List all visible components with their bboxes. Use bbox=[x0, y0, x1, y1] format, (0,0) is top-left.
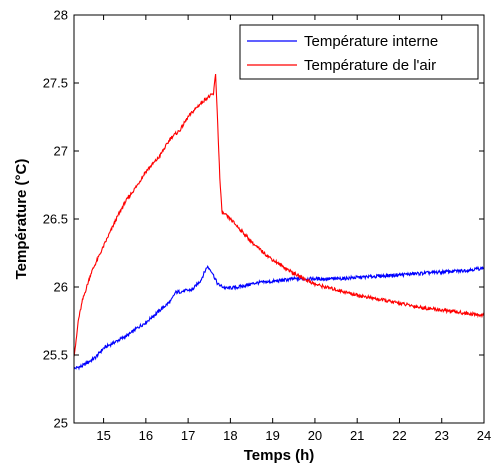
x-tick-label-0: 15 bbox=[96, 428, 110, 443]
ticks-layer: 15 16 17 18 19 20 21 22 23 24 25 25.5 26 26.5 27 27.5 28 bbox=[43, 8, 491, 444]
x-tick-label-5: 20 bbox=[308, 428, 322, 443]
x-tick-label-8: 23 bbox=[434, 428, 448, 443]
y-tick-label-5: 27.5 bbox=[43, 76, 68, 91]
y-tick-label-6: 28 bbox=[54, 8, 68, 23]
x-tick-label-1: 16 bbox=[139, 428, 153, 443]
series-layer bbox=[73, 73, 485, 371]
y-tick-label-3: 26.5 bbox=[43, 212, 68, 227]
x-tick-label-7: 22 bbox=[392, 428, 406, 443]
x-tick-label-2: 17 bbox=[181, 428, 195, 443]
y-tick-label-0: 25 bbox=[54, 416, 68, 431]
legend: Température interne Température de l'air bbox=[239, 24, 479, 80]
series-line-1 bbox=[73, 73, 485, 357]
x-tick-label-4: 19 bbox=[265, 428, 279, 443]
legend-box bbox=[239, 24, 479, 80]
x-axis-label: Temps (h) bbox=[244, 447, 315, 464]
series-line-0 bbox=[73, 264, 485, 371]
legend-label-internal: Température interne bbox=[304, 33, 438, 50]
x-tick-label-9: 24 bbox=[477, 428, 491, 443]
y-tick-label-4: 27 bbox=[54, 144, 68, 159]
y-tick-label-1: 25.5 bbox=[43, 348, 68, 363]
x-tick-label-3: 18 bbox=[223, 428, 237, 443]
legend-label-air: Température de l'air bbox=[304, 57, 436, 74]
y-axis-label: Température (°C) bbox=[13, 159, 30, 280]
y-tick-label-2: 26 bbox=[54, 280, 68, 295]
plot-area bbox=[74, 15, 484, 423]
x-tick-label-6: 21 bbox=[350, 428, 364, 443]
